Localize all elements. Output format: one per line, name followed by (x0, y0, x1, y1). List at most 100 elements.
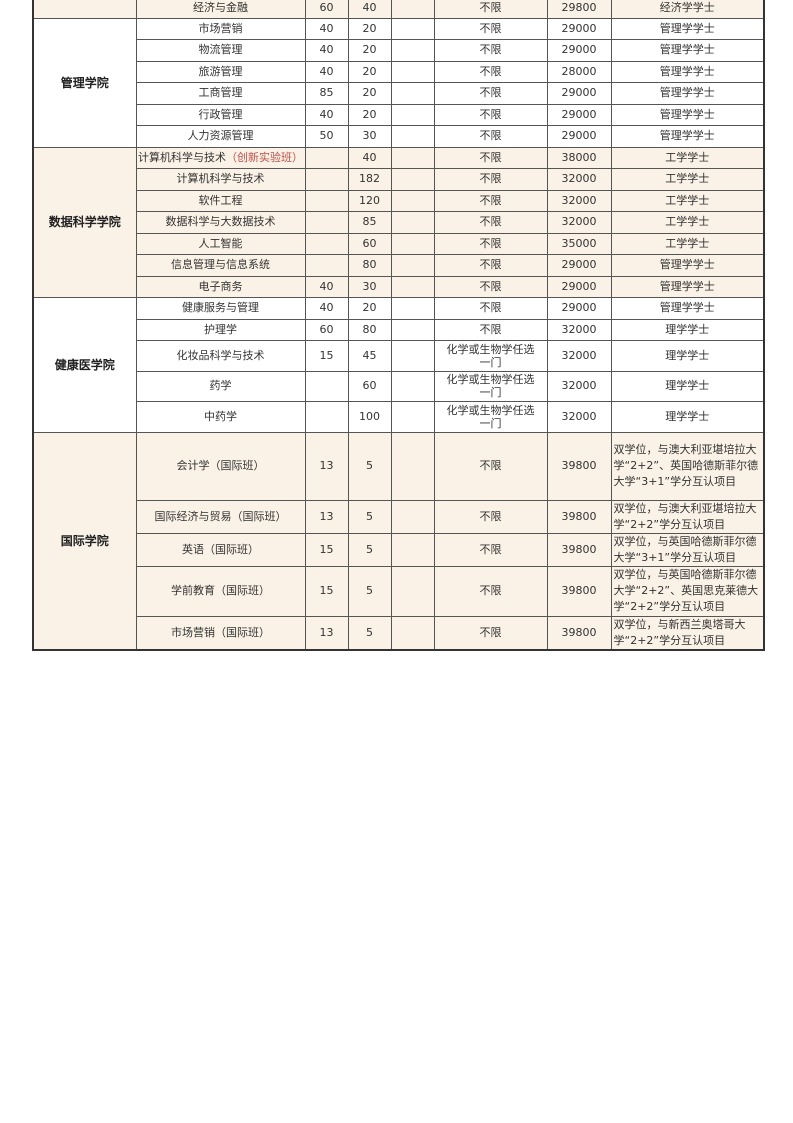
empty-cell (390, 167, 435, 191)
table-row: 英语（国际班） 15 5 不限 39800 双学位，与英国哈德斯菲尔德大学“3+1”学分互… (33, 532, 765, 567)
plan-count-b: 20 (347, 103, 392, 126)
plan-count-a: 13 (304, 431, 349, 501)
table-row: 人工智能 60 不限 35000 工学学士 (33, 232, 765, 255)
tuition: 29000 (546, 103, 612, 126)
major-cell: 物流管理 (135, 38, 306, 62)
plan-count-a (304, 400, 349, 433)
major-name: 旅游管理 (198, 64, 243, 78)
major-name: 电子商务 (198, 279, 243, 293)
college-cell: 国际学院 (32, 431, 137, 650)
tuition: 29800 (546, 0, 612, 19)
plan-count-a: 40 (304, 275, 349, 298)
empty-cell (390, 210, 435, 234)
subject-requirement: 不限 (433, 296, 548, 320)
major-cell: 国际经济与贸易（国际班） (135, 499, 306, 534)
empty-cell (390, 318, 435, 341)
empty-cell (390, 370, 435, 402)
subject-requirement: 不限 (433, 615, 548, 650)
degree: 经济学学士 (610, 0, 765, 19)
table-row: 药学 60 化学或生物学任选一门 32000 理学学士 (33, 370, 765, 402)
degree: 工学学士 (610, 210, 765, 234)
major-cell: 会计学（国际班） (135, 431, 306, 501)
major-name: 中药学 (204, 409, 237, 423)
major-name: 物流管理 (198, 43, 243, 56)
plan-count-a: 60 (304, 318, 349, 341)
major-name: 人力资源管理 (187, 129, 254, 142)
plan-count-b: 30 (347, 275, 392, 298)
subject-requirement: 不限 (433, 60, 548, 83)
tuition: 32000 (546, 167, 612, 191)
major-cell: 数据科学与大数据技术 (135, 210, 306, 234)
table-row: 物流管理 40 20 不限 29000 管理学学士 (33, 38, 765, 62)
table-row: 软件工程 120 不限 32000 工学学士 (33, 189, 765, 212)
subject-requirement: 不限 (433, 232, 548, 255)
plan-count-a: 40 (304, 17, 349, 40)
degree: 管理学学士 (610, 124, 765, 148)
subject-requirement: 不限 (433, 532, 548, 567)
subject-requirement: 不限 (433, 0, 548, 19)
plan-count-b: 120 (347, 189, 392, 212)
major-name: 计算机科学与技术 (138, 150, 226, 164)
subject-requirement: 不限 (433, 499, 548, 534)
plan-count-b: 5 (347, 565, 392, 617)
subject-requirement: 不限 (433, 275, 548, 298)
college-cell: 健康医学院 (32, 296, 137, 433)
empty-cell (390, 532, 435, 567)
major-name: 数据科学与大数据技术 (165, 215, 276, 228)
empty-cell (390, 124, 435, 148)
degree: 双学位，与英国哈德斯菲尔德大学“2+2”、英国思克莱德大学“2+2”学分互认项目 (610, 565, 765, 617)
table-row: 人力资源管理 50 30 不限 29000 管理学学士 (33, 124, 765, 148)
empty-cell (390, 400, 435, 433)
tuition: 29000 (546, 124, 612, 148)
subject-requirement: 化学或生物学任选一门 (433, 370, 548, 402)
table-row: 中药学 100 化学或生物学任选一门 32000 理学学士 (33, 400, 765, 433)
table-row: 国际学院 会计学（国际班） 13 5 不限 39800 双学位，与澳大利亚堪培拉大学“2+2… (32, 431, 765, 650)
plan-count-b: 182 (347, 167, 392, 191)
tuition: 32000 (546, 400, 612, 433)
plan-count-a: 13 (304, 499, 349, 534)
empty-cell (390, 431, 435, 501)
subject-requirement: 不限 (433, 318, 548, 341)
plan-count-a: 15 (304, 532, 349, 567)
major-cell: 人力资源管理 (135, 124, 306, 148)
major-name: 健康服务与管理 (182, 301, 259, 314)
table-row: 行政管理 40 20 不限 29000 管理学学士 (33, 103, 765, 126)
subject-requirement: 不限 (433, 146, 548, 169)
subject-requirement: 不限 (433, 81, 548, 105)
tuition: 32000 (546, 318, 612, 341)
empty-cell (390, 0, 435, 19)
tuition: 39800 (546, 532, 612, 567)
major-cell: 软件工程 (135, 189, 306, 212)
plan-count-b: 85 (347, 210, 392, 234)
major-cell: 人工智能 (135, 232, 306, 255)
plan-count-b: 20 (347, 38, 392, 62)
tuition: 29000 (546, 17, 612, 40)
major-cell: 健康服务与管理 (135, 296, 306, 320)
college-cell: 管理学院 (32, 17, 137, 148)
major-name: 市场营销（国际班） (171, 625, 270, 639)
degree: 理学学士 (610, 370, 765, 402)
subject-requirement: 不限 (433, 124, 548, 148)
empty-cell (390, 17, 435, 40)
plan-count-b: 80 (347, 253, 392, 277)
plan-count-b: 5 (347, 499, 392, 534)
major-name: 化妆品科学与技术 (176, 348, 265, 362)
tuition: 39800 (546, 499, 612, 534)
major-name: 计算机科学与技术 (176, 172, 265, 185)
plan-count-a: 15 (304, 339, 349, 372)
plan-count-a: 13 (304, 615, 349, 650)
tuition: 32000 (546, 189, 612, 212)
plan-count-a (304, 210, 349, 234)
subject-requirement: 不限 (433, 167, 548, 191)
degree: 管理学学士 (610, 81, 765, 105)
subject-requirement: 不限 (433, 565, 548, 617)
degree: 理学学士 (610, 318, 765, 341)
subject-requirement: 不限 (433, 210, 548, 234)
major-cell: 计算机科学与技术 (135, 167, 306, 191)
table-row: 化妆品科学与技术 15 45 化学或生物学任选一门 32000 理学学士 (33, 339, 765, 372)
tuition: 29000 (546, 275, 612, 298)
major-name: 经济与金融 (193, 1, 248, 15)
plan-count-a (304, 146, 349, 169)
tuition: 38000 (546, 146, 612, 169)
plan-count-b: 20 (347, 296, 392, 320)
